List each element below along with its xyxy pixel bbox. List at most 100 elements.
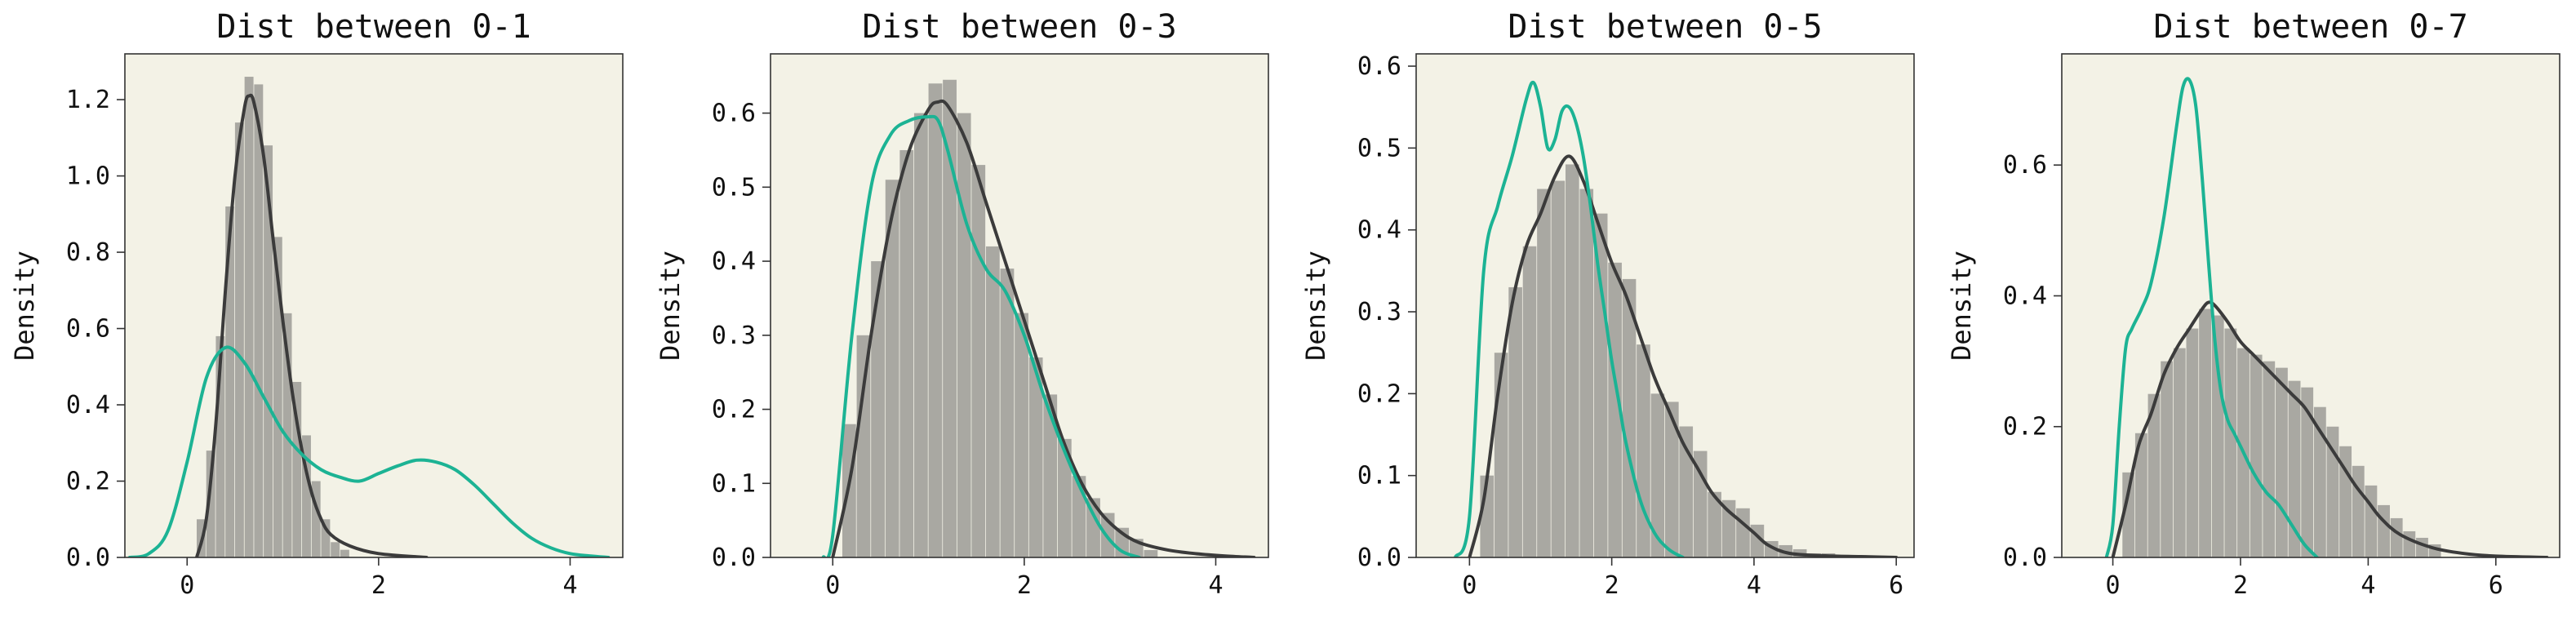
y-tick-label: 0.0 <box>2003 544 2047 572</box>
chart-title: Dist between 0-5 <box>1508 8 1822 46</box>
histogram-bar <box>1579 189 1594 557</box>
y-tick-label: 0.3 <box>1357 298 1401 326</box>
y-axis-label: Density <box>655 251 686 361</box>
y-tick-label: 0.6 <box>712 100 756 128</box>
y-tick-label: 0.5 <box>712 173 756 202</box>
histogram-bar <box>1608 262 1622 557</box>
chart-panel-1: 0 2 4 0.0 0.2 0.4 0.6 0.8 1.0 1.2 Density Dist betw… <box>9 8 624 600</box>
y-tick-label: 0.4 <box>712 247 756 276</box>
histogram-bar <box>1622 278 1637 557</box>
histogram-bar <box>206 451 215 557</box>
histogram-bar <box>2199 308 2211 557</box>
x-tick-label: 0 <box>1462 571 1477 600</box>
plot-content <box>1453 80 1899 557</box>
kde-line-dark <box>194 93 429 557</box>
x-tick-label: 4 <box>1747 571 1761 600</box>
histogram-bar <box>2186 328 2199 557</box>
y-tick-label: 1.0 <box>66 162 110 191</box>
y-tick-label: 0.0 <box>66 544 110 572</box>
axes-frame <box>770 53 1269 558</box>
chart-panel-4: 0 2 4 6 0.0 0.2 0.4 0.6 Density Dist between 0-7 <box>1946 8 2560 600</box>
histogram-bar <box>215 335 225 557</box>
histogram-bar <box>1144 549 1158 557</box>
histogram-bar <box>302 435 311 557</box>
y-tick-label: 0.4 <box>2003 282 2047 310</box>
histogram-bar <box>1566 164 1579 557</box>
kde-line-teal <box>821 114 1141 557</box>
histogram-bar <box>311 481 321 557</box>
y-tick-label: 0.4 <box>1357 216 1401 245</box>
chart-panel-2: 0 2 4 0.0 0.1 0.2 0.3 0.4 0.5 0.6 Density Dist betw… <box>655 8 1269 600</box>
histogram-bar <box>234 122 244 557</box>
histogram-bar <box>1015 313 1028 557</box>
y-tick-label: 0.0 <box>712 544 756 572</box>
y-tick-label: 0.2 <box>1357 380 1401 408</box>
histogram-bar <box>1593 213 1608 557</box>
histogram-bar <box>1551 180 1566 557</box>
x-tick-label: 4 <box>562 571 577 600</box>
axes-frame <box>1415 53 1915 558</box>
histogram-bar <box>985 246 1000 557</box>
histogram-bar <box>2288 380 2301 557</box>
y-tick-label: 0.6 <box>1357 52 1401 81</box>
y-axis-label: Density <box>9 251 40 361</box>
histogram-bar <box>2134 433 2147 557</box>
histogram-bar <box>2313 406 2326 557</box>
histogram-bar <box>1000 269 1015 557</box>
x-tick-label: 2 <box>1017 571 1032 600</box>
histogram-bar <box>2403 530 2416 557</box>
chart-title: Dist between 0-1 <box>216 8 531 46</box>
y-tick-label: 0.8 <box>66 238 110 267</box>
y-tick-label: 0.2 <box>66 468 110 496</box>
y-tick-label: 0.5 <box>1357 134 1401 162</box>
histogram-bar <box>856 335 871 557</box>
histogram-bar <box>871 261 885 557</box>
y-tick-label: 0.3 <box>712 322 756 350</box>
histogram-bar <box>1028 357 1043 557</box>
histogram-bar <box>1043 394 1058 557</box>
histogram-bar <box>1494 353 1508 557</box>
histogram-bar <box>1637 344 1650 557</box>
histogram-bar <box>292 381 302 557</box>
histogram-bar <box>1665 402 1679 557</box>
histogram-bar <box>943 79 957 557</box>
y-tick-label: 0.1 <box>1357 462 1401 490</box>
histogram-bar <box>885 180 899 557</box>
x-tick-label: 4 <box>2361 571 2375 600</box>
histogram-bar <box>254 84 264 557</box>
x-tick-label: 2 <box>2233 571 2248 600</box>
axes-frame <box>124 53 624 558</box>
histogram-bar <box>928 83 943 557</box>
x-tick-label: 6 <box>1889 571 1903 600</box>
histogram-bar <box>2263 361 2276 557</box>
histogram-bar <box>1679 426 1694 557</box>
histogram-bar <box>2211 315 2224 557</box>
histogram-bar <box>1650 393 1665 557</box>
kde-line-teal <box>2104 77 2319 557</box>
histogram-bar <box>2173 348 2186 557</box>
x-tick-label: 6 <box>2489 571 2503 600</box>
y-tick-label: 0.2 <box>2003 413 2047 442</box>
histogram-bar <box>2224 328 2237 557</box>
histogram-bar <box>1537 189 1551 557</box>
histogram-bar <box>2161 361 2174 557</box>
histogram-bar <box>2122 472 2135 557</box>
histogram-bar <box>1736 508 1750 557</box>
histogram-bar <box>1508 286 1522 557</box>
histogram-bar <box>1072 476 1086 557</box>
x-tick-label: 4 <box>1208 571 1223 600</box>
kde-line-dark <box>2111 300 2549 557</box>
histogram-bar <box>2301 387 2314 557</box>
histogram-bar <box>2416 537 2428 557</box>
plot-area <box>125 54 623 557</box>
plot-content <box>2104 77 2549 557</box>
histogram-bar <box>2365 485 2378 557</box>
kde-line-teal <box>1453 80 1685 557</box>
histogram-bar <box>2326 426 2339 557</box>
kde-line-dark <box>831 99 1256 557</box>
histogram-bar <box>264 145 273 557</box>
y-tick-label: 0.1 <box>712 469 756 498</box>
y-tick-label: 0.6 <box>2003 151 2047 180</box>
y-axis-label: Density <box>1300 251 1331 361</box>
